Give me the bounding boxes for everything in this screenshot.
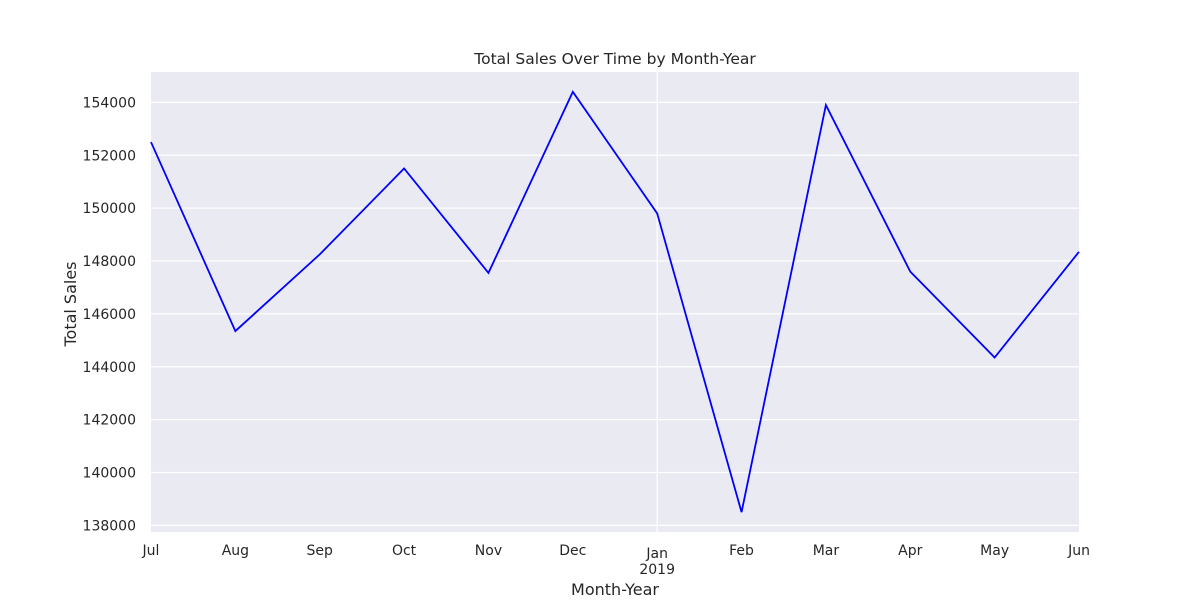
y-tick-label: 138000 (83, 518, 136, 534)
y-tick-label: 148000 (83, 254, 136, 270)
x-tick-label: Feb (729, 543, 754, 559)
x-tick-label: Oct (392, 543, 417, 559)
y-tick-labels: 138000 140000 142000 144000 146000 148000 1500… (83, 95, 136, 534)
y-tick-label: 144000 (83, 360, 136, 376)
series-group (150, 90, 1080, 513)
y-tick-label: 152000 (83, 148, 136, 164)
y-tick-label: 150000 (83, 201, 136, 217)
plot-background (151, 72, 1079, 532)
grid-lines (151, 72, 1079, 532)
x-tick-label: Jun (1067, 543, 1090, 559)
x-tick-label: Jul (142, 543, 160, 559)
x-tick-label: Mar (813, 543, 840, 559)
x-tick-year-label: 2019 (639, 562, 675, 578)
x-axis-title: Month-Year (571, 580, 659, 599)
x-tick-label: Jan (645, 546, 668, 562)
chart-title: Total Sales Over Time by Month-Year (473, 50, 756, 68)
y-axis-title: Total Sales (61, 261, 80, 347)
y-tick-label: 154000 (83, 95, 136, 111)
x-tick-label: Nov (475, 543, 502, 559)
series-line (150, 90, 1080, 513)
y-tick-label: 140000 (83, 466, 136, 482)
x-tick-label: Dec (559, 543, 586, 559)
x-tick-labels: Jul Aug Sep Oct Nov Dec Jan Feb Mar Apr May Jun 2019 (142, 543, 1090, 578)
x-tick-label: May (980, 543, 1009, 559)
x-tick-label: Sep (307, 543, 334, 559)
y-tick-label: 146000 (83, 307, 136, 323)
x-tick-label: Apr (898, 543, 922, 559)
x-tick-label: Aug (222, 543, 249, 559)
y-tick-label: 142000 (83, 413, 136, 429)
